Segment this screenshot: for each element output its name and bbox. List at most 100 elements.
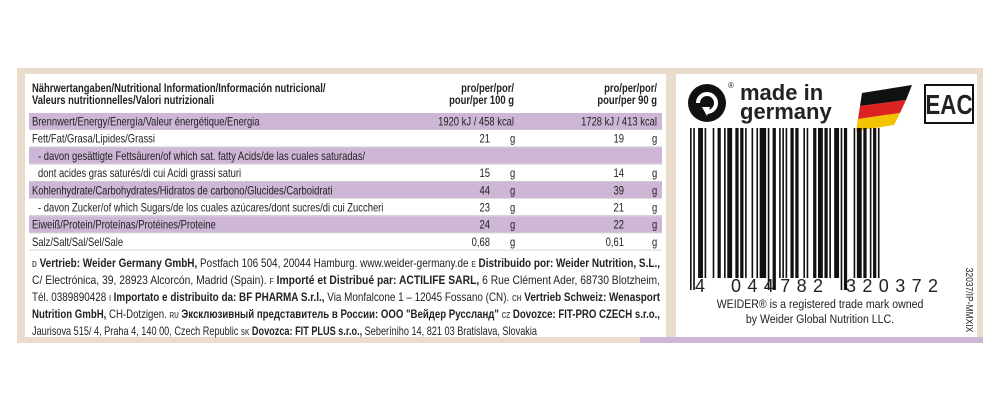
barcode-bar (724, 128, 726, 278)
unit-100g: g (510, 202, 515, 215)
row-highlight (29, 181, 662, 198)
footer-text: Importé et Distribué par: ACTILIFE SARL, (274, 273, 480, 287)
barcode-digit: 4 (695, 276, 705, 296)
barcode (690, 128, 880, 290)
value-100g: 0,68 (472, 236, 490, 249)
row-highlight (29, 113, 662, 130)
value-100g: 24 (480, 219, 491, 232)
column-header: pro/per/por/ (461, 82, 514, 95)
footer-line: Jaurisova 515/ 4, Praha 4, 140 00, Czech… (32, 324, 537, 338)
row-label: dont acides gras saturés/di cui Acidi gr… (38, 167, 241, 180)
unit-90g: g (652, 236, 657, 249)
barcode-bar (756, 128, 759, 278)
country-badge: CH (512, 294, 522, 303)
footer-text: CH-Dotzigen. (106, 307, 169, 321)
barcode-bar (817, 128, 823, 278)
footer-text: Tél. 0389890428 (32, 290, 109, 304)
made-in-text: germany (740, 99, 832, 124)
row-label: Brennwert/Energy/Energía/Valeur énergéti… (32, 116, 260, 129)
footer-text: Postfach 106 504, 20044 Hamburg. www.wei… (197, 256, 471, 270)
footer-text: Distribuido por: Weider Nutrition, S.L., (476, 256, 660, 270)
footer-text: Jaurisova 515/ 4, Praha 4, 140 00, Czech… (32, 324, 241, 338)
footer-line: Nutrition GmbH, CH-Dotzigen. RU Эксклюзи… (32, 307, 660, 321)
row-label: Kohlenhydrate/Carbohydrates/Hidratos de … (32, 184, 332, 197)
column-header: pour/per 100 g (449, 94, 514, 107)
barcode-bar (843, 128, 848, 290)
unit-90g: g (652, 167, 657, 180)
unit-100g: g (510, 184, 515, 197)
barcode-bar (772, 128, 776, 290)
unit-100g: g (510, 236, 515, 249)
footer-line: Tél. 0389890428 I Importato e distribuit… (32, 290, 660, 304)
unit-90g: g (652, 219, 657, 232)
barcode-bar (877, 128, 880, 278)
unit-90g: g (652, 202, 657, 215)
barcode-bar (727, 128, 733, 278)
value-90g: 1728 kJ / 413 kcal (581, 116, 657, 129)
country-badge: CZ (502, 311, 511, 320)
barcode-bar (712, 128, 715, 278)
eac-mark: EAC (925, 90, 972, 121)
barcode-bar (779, 128, 781, 278)
footer-text: 6 Rue Clément Ader, 68730 Blotzheim, (479, 273, 660, 287)
row-label: Fett/Fat/Grasa/Lipides/Grassi (32, 133, 155, 146)
footer-text: Эксклюзивный представитель в России: ООО… (179, 307, 502, 321)
unit-90g: g (652, 184, 657, 197)
barcode-bar (693, 128, 695, 290)
footer-text: Via Monfalcone 1 – 12045 Fossano (CN). (325, 290, 512, 304)
barcode-bar (834, 128, 840, 278)
value-90g: 19 (614, 133, 625, 146)
svg-text:®: ® (728, 81, 734, 90)
value-90g: 0,61 (606, 236, 624, 249)
made-in-text: made in (740, 80, 823, 105)
column-header: pour/per 90 g (597, 94, 657, 107)
footer-text: Seberíniho 14, 821 03 Bratislava, Slovak… (362, 324, 537, 338)
row-label: - davon Zucker/of which Sugars/de los cu… (38, 202, 383, 215)
table-title: Valeurs nutritionnelles/Valori nutrizion… (32, 94, 214, 107)
barcode-bar (873, 128, 877, 278)
barcode-bar (790, 128, 794, 278)
barcode-bar (856, 128, 862, 278)
footer-text: Dovozca: FIT PLUS s.r.o., (249, 324, 362, 338)
footer-text: Vertrieb Schweiz: Wenasport (522, 290, 660, 304)
barcode-bar (785, 128, 788, 278)
barcode-bar (759, 128, 767, 278)
barcode-bar (853, 128, 856, 278)
value-100g: 1920 kJ / 458 kcal (438, 116, 514, 129)
country-badge: I (109, 294, 111, 303)
barcode-bar (698, 128, 703, 278)
recycle-icon: ® (688, 81, 734, 122)
unit-100g: g (510, 219, 515, 232)
footer-text: Vertrieb: Weider Germany GmbH, (37, 256, 197, 270)
barcode-bar (806, 128, 809, 278)
row-highlight (29, 216, 662, 233)
barcode-bar (782, 128, 784, 278)
barcode-bar (813, 128, 817, 278)
flag-logo (856, 85, 912, 131)
accent-strip (640, 337, 983, 343)
footer-text: Nutrition GmbH, (32, 307, 106, 321)
value-90g: 22 (614, 219, 625, 232)
footer-text: Dovozce: FIT-PRO CZECH s.r.o., (510, 307, 660, 321)
barcode-bar (740, 128, 744, 278)
country-badge: F (270, 277, 274, 286)
unit-100g: g (510, 133, 515, 146)
barcode-bar (751, 128, 754, 278)
country-badge: E (471, 260, 476, 269)
value-100g: 44 (480, 184, 491, 197)
eac-frame (924, 84, 974, 124)
trademark-text: by Weider Global Nutrition LLC. (746, 313, 894, 326)
barcode-bar (735, 128, 739, 278)
footer-text: C/ Electrónica, 39, 28923 Alcorcón, Madr… (32, 273, 270, 287)
barcode-bar (745, 128, 747, 278)
footer-line: D Vertrieb: Weider Germany GmbH, Postfac… (32, 256, 660, 270)
country-badge: SK (241, 328, 250, 337)
barcode-bar (767, 128, 770, 290)
barcode-bar (704, 128, 707, 278)
country-badge: D (32, 260, 37, 269)
country-badge: RU (169, 311, 178, 320)
barcode-bar (717, 128, 721, 278)
value-90g: 39 (614, 184, 625, 197)
unit-100g: g (510, 167, 515, 180)
